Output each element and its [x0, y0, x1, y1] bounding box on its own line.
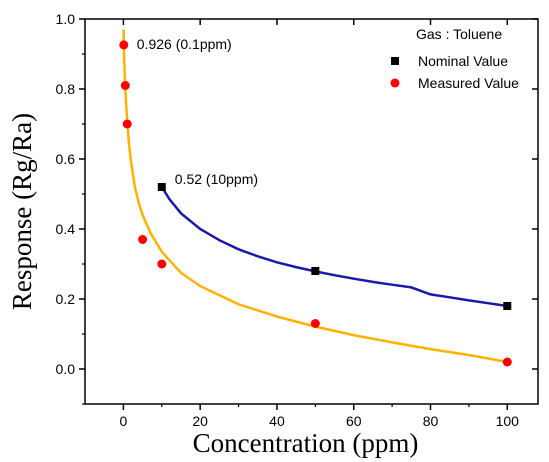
fit-line-square — [160, 186, 508, 308]
point-measured — [119, 40, 129, 50]
y-tick-label: 0.6 — [56, 151, 76, 167]
point-measured — [502, 357, 512, 367]
legend: Gas : Toluene Nominal Value Measured Valu… — [390, 26, 519, 91]
annotations: 0.926 (0.1ppm) 0.52 (10ppm) — [137, 36, 258, 187]
x-tick-label: 60 — [346, 413, 362, 429]
x-tick-label: 100 — [496, 413, 520, 429]
x-tick-label: 20 — [192, 413, 208, 429]
data-label: 0.926 (0.1ppm) — [137, 36, 232, 52]
legend-title: Gas : Toluene — [416, 26, 502, 42]
legend-marker-measured — [390, 78, 400, 88]
data-points — [119, 40, 512, 367]
y-tick-label: 0.2 — [56, 291, 76, 307]
x-axis-title: Concentration (ppm) — [193, 428, 419, 458]
axis-ticks: 0 20 40 60 80 100 0.0 0.2 0.4 0.6 0.8 1.0 — [56, 11, 538, 429]
y-tick-label: 0.0 — [56, 361, 76, 377]
y-axis-title: Response (Rg/Ra) — [7, 113, 37, 310]
x-tick-label: 40 — [269, 413, 285, 429]
point-measured — [122, 119, 132, 129]
point-measured — [138, 235, 148, 244]
point-nominal — [157, 183, 166, 191]
x-tick-label: 80 — [423, 413, 439, 429]
legend-label: Measured Value — [418, 75, 519, 91]
point-nominal — [503, 302, 512, 310]
legend-label: Nominal Value — [418, 53, 508, 69]
x-tick-label: 0 — [119, 413, 127, 429]
point-measured — [120, 81, 130, 90]
plot-frame — [84, 18, 539, 405]
y-tick-label: 0.8 — [56, 81, 76, 97]
point-measured — [157, 259, 167, 269]
fit-line-circle — [122, 29, 508, 364]
y-tick-label: 1.0 — [56, 11, 76, 27]
point-measured — [310, 319, 320, 328]
plot-border — [84, 18, 539, 405]
point-nominal — [311, 267, 320, 275]
fit-curves — [122, 29, 508, 364]
legend-marker-nominal — [391, 57, 399, 65]
y-tick-label: 0.4 — [56, 221, 76, 237]
data-label: 0.52 (10ppm) — [175, 171, 258, 187]
